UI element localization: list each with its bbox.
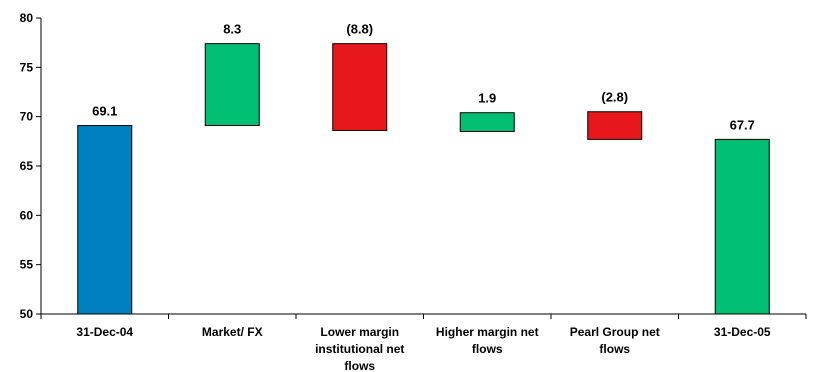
y-tick-label: 50 bbox=[20, 307, 34, 321]
y-tick-label: 70 bbox=[20, 110, 34, 124]
data-label: 1.9 bbox=[478, 91, 496, 106]
bars bbox=[77, 43, 770, 315]
bar-total bbox=[714, 138, 770, 315]
data-label: 69.1 bbox=[92, 104, 117, 119]
bar-decrease bbox=[587, 111, 643, 140]
data-label: (2.8) bbox=[601, 90, 628, 105]
data-label: (8.8) bbox=[346, 22, 373, 37]
y-tick-label: 65 bbox=[20, 159, 34, 173]
bar-increase bbox=[204, 43, 260, 127]
bar-total bbox=[77, 125, 133, 315]
x-category-label: flows bbox=[599, 342, 630, 356]
data-labels: 69.1 8.3 (8.8) 1.9 (2.8) 67.7 bbox=[92, 22, 755, 133]
x-category-label: Lower margin bbox=[320, 325, 399, 339]
x-category-label: flows bbox=[472, 342, 503, 356]
x-category-label: Higher margin net bbox=[436, 325, 539, 339]
category-labels: 31-Dec-04 Market/ FX Lower margin instituti… bbox=[76, 325, 771, 372]
y-tick-label: 80 bbox=[20, 11, 34, 25]
bar-decrease bbox=[332, 43, 388, 131]
data-label: 8.3 bbox=[223, 22, 241, 37]
y-tick-label: 75 bbox=[20, 60, 34, 74]
bar-increase bbox=[459, 112, 515, 132]
x-category-label: flows bbox=[344, 359, 375, 372]
x-category-label: 31-Dec-04 bbox=[76, 325, 133, 339]
x-category-label: institutional net bbox=[315, 342, 404, 356]
y-tick-label: 55 bbox=[20, 258, 34, 272]
y-tick-label: 60 bbox=[20, 208, 34, 222]
x-category-label: 31-Dec-05 bbox=[714, 325, 771, 339]
axes: 50 55 60 65 70 75 80 bbox=[20, 11, 807, 321]
x-category-label: Market/ FX bbox=[202, 325, 263, 339]
data-label: 67.7 bbox=[730, 117, 755, 132]
x-category-label: Pearl Group net bbox=[570, 325, 660, 339]
